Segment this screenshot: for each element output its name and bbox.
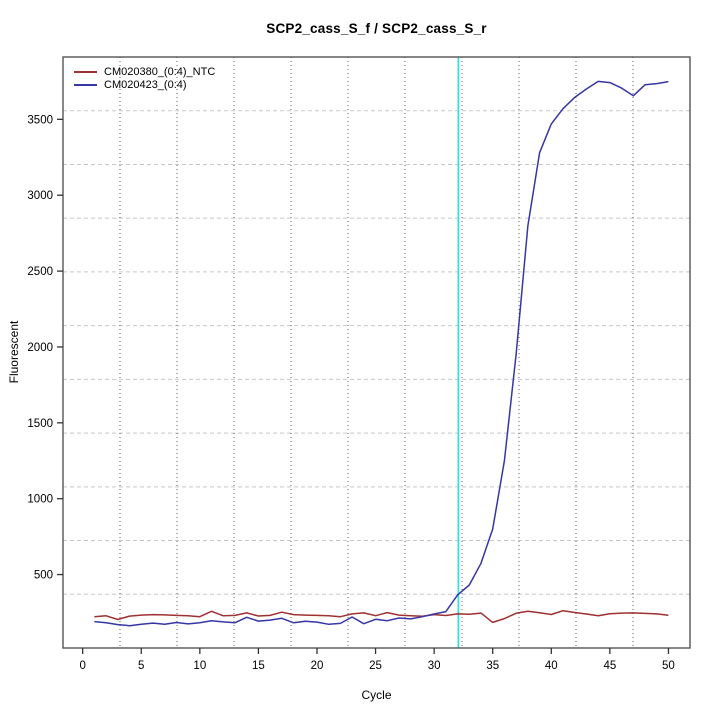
legend-swatch-ntc <box>74 70 97 73</box>
series-line-1 <box>94 80 669 627</box>
x-tick-label: 5 <box>138 660 144 672</box>
x-tick-label: 45 <box>603 660 616 672</box>
y-tick-label: 3000 <box>27 190 53 202</box>
legend-item-ntc: CM020380_(0:4)_NTC <box>74 65 215 78</box>
y-tick-label: 500 <box>34 570 53 582</box>
legend-label-sample: CM020423_(0:4) <box>104 78 187 91</box>
x-tick-label: 0 <box>79 660 85 672</box>
y-tick-label: 2000 <box>27 342 53 354</box>
plot-title: SCP2_cass_S_f / SCP2_cass_S_r <box>266 21 487 36</box>
y-tick-label: 3500 <box>27 114 53 126</box>
x-tick-label: 10 <box>193 660 206 672</box>
y-axis-label: Fluorescent <box>7 320 21 384</box>
legend: CM020380_(0:4)_NTC CM020423_(0:4) <box>74 65 215 91</box>
x-tick-label: 30 <box>428 660 441 672</box>
plot-box <box>62 56 691 649</box>
legend-label-ntc: CM020380_(0:4)_NTC <box>104 65 216 78</box>
series-line-0 <box>94 609 669 624</box>
y-tick-label: 1000 <box>27 494 53 506</box>
x-tick-label: 20 <box>311 660 324 672</box>
legend-item-sample: CM020423_(0:4) <box>74 78 215 91</box>
x-tick-label: 35 <box>486 660 499 672</box>
y-tick-label: 2500 <box>27 266 53 278</box>
y-tick-label: 1500 <box>27 418 53 430</box>
x-tick-label: 25 <box>369 660 382 672</box>
legend-swatch-sample <box>74 83 97 86</box>
x-tick-label: 40 <box>545 660 558 672</box>
x-tick-label: 50 <box>662 660 675 672</box>
x-axis-label: Cycle <box>361 688 392 702</box>
x-tick-label: 15 <box>252 660 265 672</box>
